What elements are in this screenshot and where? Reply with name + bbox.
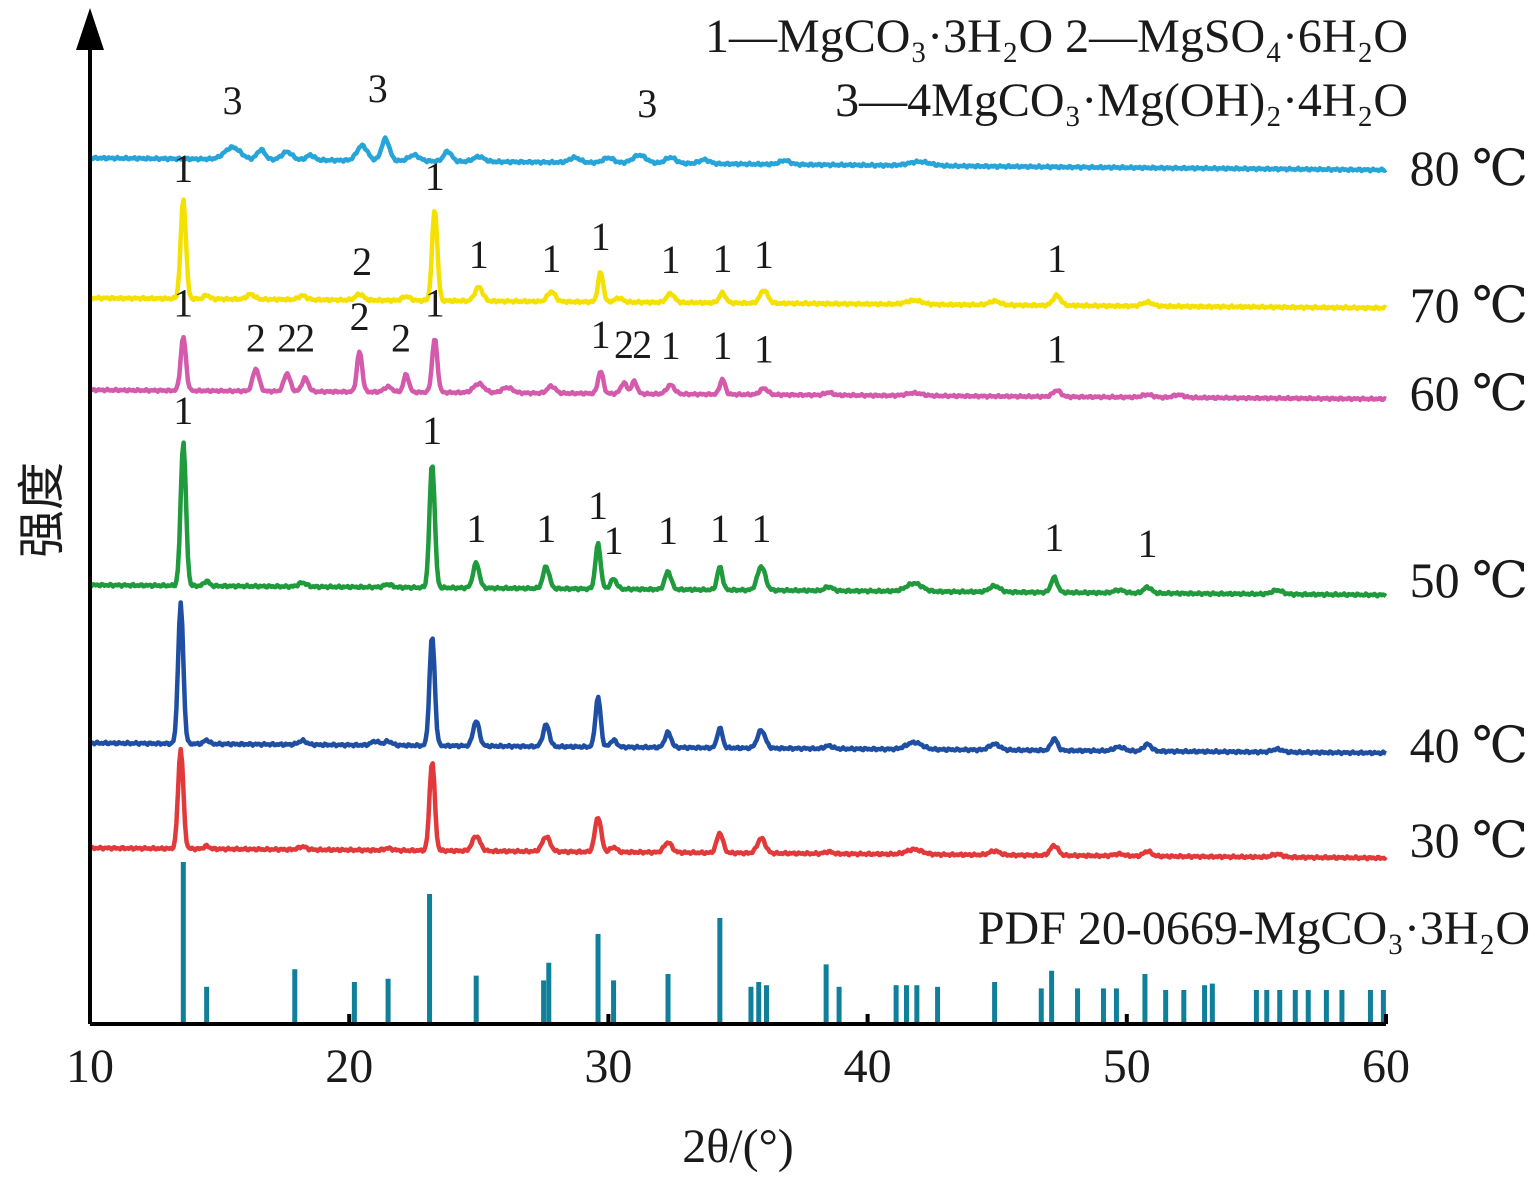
peak-marker: 2 — [350, 294, 370, 339]
series-line — [89, 600, 1387, 757]
x-axis-title: 2θ/(°) — [682, 1120, 794, 1173]
axes — [76, 8, 1388, 1026]
peak-marker: 1 — [661, 323, 681, 368]
peak-marker: 1 — [173, 146, 193, 191]
peak-marker: 1 — [754, 232, 774, 277]
series-line — [89, 135, 1388, 174]
peak-marker: 3 — [637, 81, 657, 126]
peak-marker: 2 — [391, 316, 411, 361]
legend-line: 3—4MgCO₃·Mg(OH)₂·4H₂O — [835, 74, 1408, 127]
peak-marker: 2 — [277, 316, 297, 361]
series-line — [88, 197, 1388, 312]
series-label: 70 ℃ — [1410, 277, 1528, 333]
x-tick-label: 40 — [844, 1040, 892, 1093]
series-line — [88, 440, 1388, 599]
peak-marker: 2 — [295, 316, 315, 361]
x-tick-label: 20 — [325, 1040, 373, 1093]
peak-marker: 1 — [422, 408, 442, 453]
x-tick-label: 60 — [1362, 1040, 1410, 1093]
peak-marker: 2 — [614, 322, 634, 367]
reference-label: PDF 20-0669-MgCO₃·3H₂O — [978, 902, 1530, 955]
peak-marker: 1 — [658, 508, 678, 553]
series-line — [89, 334, 1387, 403]
peak-marker: 1 — [751, 506, 771, 551]
peak-marker: 3 — [368, 66, 388, 111]
series-label: 40 ℃ — [1410, 717, 1528, 773]
peak-marker: 1 — [541, 236, 561, 281]
x-tick-label: 50 — [1103, 1040, 1151, 1093]
peak-marker: 2 — [632, 322, 652, 367]
peak-marker: 1 — [1047, 326, 1067, 371]
peak-marker: 1 — [425, 154, 445, 199]
legend-line: 1—MgCO₃·3H₂O 2—MgSO₄·6H₂O — [705, 10, 1408, 63]
x-tick-label: 10 — [66, 1040, 114, 1093]
peak-marker: 1 — [469, 232, 489, 277]
peak-marker: 1 — [604, 518, 624, 563]
peak-marker: 1 — [1047, 236, 1067, 281]
series-label: 50 ℃ — [1410, 552, 1528, 608]
peak-marker: 1 — [588, 483, 608, 528]
reference-pattern — [180, 862, 1386, 1022]
peak-marker: 1 — [425, 281, 445, 326]
peak-marker: 1 — [712, 236, 732, 281]
peak-marker: 1 — [536, 506, 556, 551]
y-axis-arrow — [76, 8, 104, 50]
peak-marker: 1 — [591, 214, 611, 259]
peak-marker: 1 — [1044, 515, 1064, 560]
series-label: 30 ℃ — [1410, 812, 1528, 868]
peak-marker: 1 — [173, 281, 193, 326]
series-line — [88, 746, 1388, 862]
peak-marker: 1 — [710, 506, 730, 551]
peak-marker: 1 — [466, 506, 486, 551]
x-tick-label: 30 — [584, 1040, 632, 1093]
peak-marker: 1 — [173, 388, 193, 433]
series-group — [88, 135, 1388, 862]
peak-marker: 3 — [223, 78, 243, 123]
peak-marker: 2 — [246, 316, 266, 361]
peak-marker: 1 — [1138, 521, 1158, 566]
peak-marker: 1 — [591, 312, 611, 357]
peak-marker: 1 — [712, 323, 732, 368]
text-layer: 10 20 30 40 50 60 2θ/(°) 强度 1—MgCO₃·3H₂O 2—MgSO₄… — [16, 10, 1530, 1173]
series-label: 80 ℃ — [1410, 140, 1528, 196]
y-axis-title: 强度 — [16, 462, 69, 558]
peak-marker: 1 — [754, 326, 774, 371]
peak-marker: 1 — [661, 237, 681, 282]
peak-marker: 2 — [352, 239, 372, 284]
series-label: 60 ℃ — [1410, 365, 1528, 421]
